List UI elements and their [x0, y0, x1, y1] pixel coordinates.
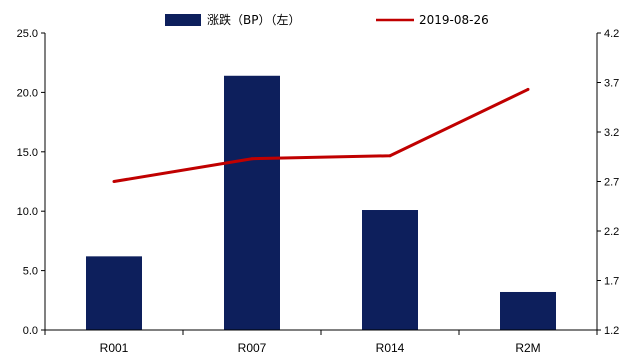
bar: [224, 75, 280, 330]
legend: 涨跌（BP）（左） 2019-08-26: [165, 12, 489, 27]
line-point: [250, 157, 254, 161]
category-axis-ticks: R001 R007 R014 R2M: [44, 330, 598, 355]
category-label: R2M: [515, 341, 540, 355]
left-tick-label: 25.0: [17, 28, 38, 40]
line-series: [112, 87, 530, 183]
bar: [362, 210, 418, 330]
left-tick-label: 10.0: [17, 206, 38, 218]
left-tick-label: 15.0: [17, 147, 38, 159]
right-tick-label: 2.7: [604, 177, 619, 189]
right-tick-label: 3.7: [604, 78, 619, 90]
bar: [86, 256, 142, 330]
left-tick-label: 20.0: [17, 87, 38, 99]
category-label: R007: [238, 341, 267, 355]
line-point: [526, 87, 530, 91]
category-label: R014: [376, 341, 405, 355]
category-label: R001: [100, 341, 129, 355]
line-point: [112, 180, 116, 183]
right-tick-label: 1.2: [604, 325, 619, 337]
legend-bar-label: 涨跌（BP）（左）: [207, 12, 300, 27]
legend-bar-swatch: [165, 14, 201, 26]
left-axis-ticks: 0.0 5.0 10.0 15.0 20.0 25.0: [17, 28, 45, 337]
line-path: [113, 88, 529, 183]
bar-series: [86, 75, 556, 330]
left-tick-label: 0.0: [23, 325, 38, 337]
bar: [500, 291, 556, 330]
right-tick-label: 4.2: [604, 28, 619, 40]
right-tick-label: 3.2: [604, 127, 619, 139]
right-axis-ticks: 1.2 1.7 2.2 2.7 3.2 3.7 4.2: [597, 28, 619, 337]
legend-line-label: 2019-08-26: [419, 13, 489, 27]
right-tick-label: 1.7: [604, 276, 619, 288]
left-tick-label: 5.0: [23, 266, 38, 278]
right-tick-label: 2.2: [604, 226, 619, 238]
line-point: [388, 154, 392, 158]
